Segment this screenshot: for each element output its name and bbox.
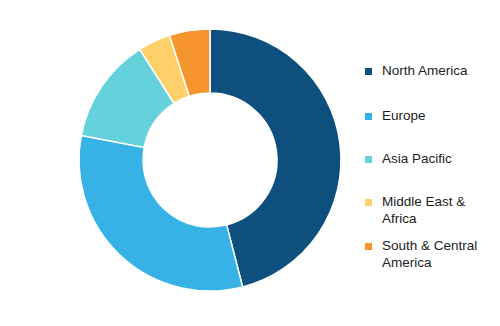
legend-label: North America (382, 62, 494, 79)
legend-swatch (365, 156, 372, 163)
donut (79, 29, 341, 291)
legend-label: Europe (382, 107, 494, 124)
legend-label: South & Central America (382, 237, 494, 271)
legend-label: Middle East & Africa (382, 193, 494, 227)
legend-label: Asia Pacific (382, 150, 494, 167)
donut-slice (170, 29, 210, 96)
legend-swatch (365, 113, 372, 120)
legend-swatch (365, 243, 372, 250)
legend-swatch (365, 68, 372, 75)
donut-slice (79, 135, 243, 291)
legend-swatch (365, 199, 372, 206)
